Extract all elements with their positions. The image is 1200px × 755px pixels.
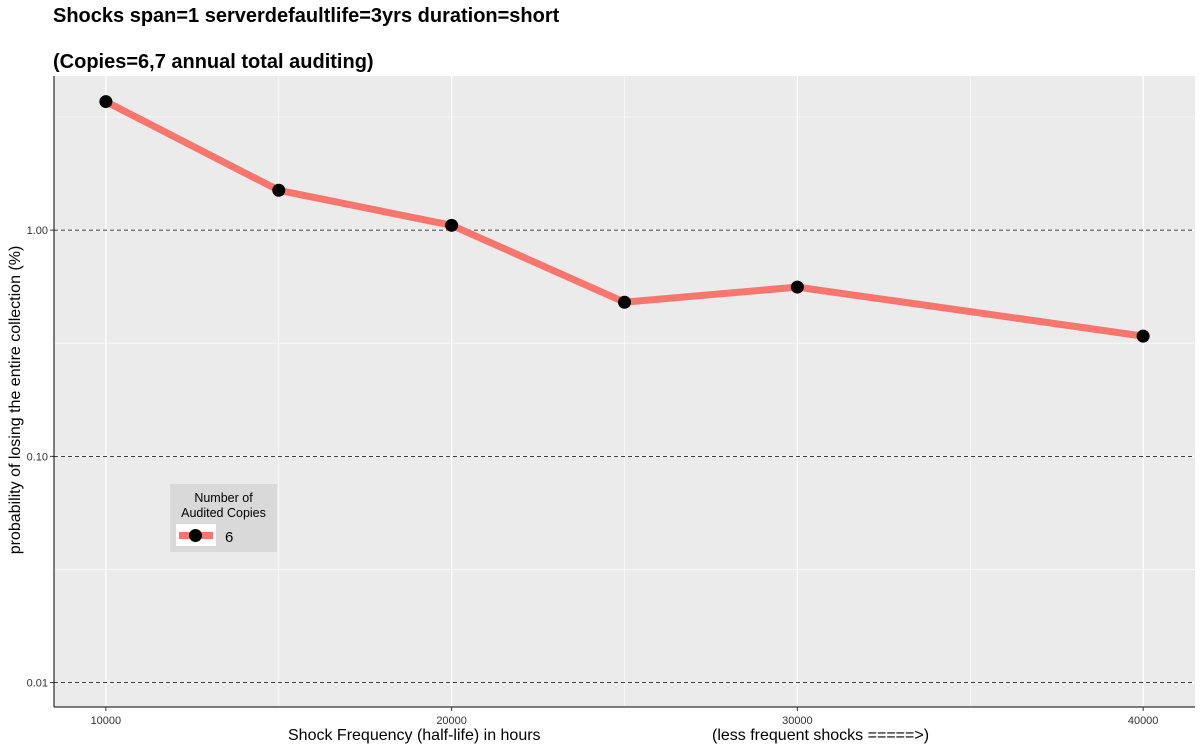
grid-minor <box>54 76 1195 707</box>
y-tick-label: 0.10 <box>27 451 48 463</box>
x-tick-label: 40000 <box>1128 715 1159 727</box>
data-point <box>99 95 113 109</box>
legend: Number of Audited Copies 6 <box>170 484 277 552</box>
x-tick-label: 10000 <box>91 715 122 727</box>
y-axis-label: probability of losing the entire collect… <box>7 245 24 555</box>
data-point <box>445 218 459 232</box>
legend-key <box>176 524 216 546</box>
series-layer <box>99 95 1150 343</box>
data-point <box>1136 329 1150 343</box>
x-tick-label: 20000 <box>436 715 467 727</box>
legend-title-line2: Audited Copies <box>181 506 266 520</box>
data-point <box>618 295 631 309</box>
data-point <box>790 280 804 294</box>
x-tick-label: 30000 <box>782 715 813 727</box>
legend-label: 6 <box>225 529 234 546</box>
reference-lines <box>54 229 1195 683</box>
x-axis-label: Shock Frequency (half-life) in hours <box>288 727 541 744</box>
y-tick-label: 1.00 <box>27 225 48 237</box>
x-axis-note: (less frequent shocks =====>) <box>712 727 930 744</box>
legend-title-line1: Number of <box>194 491 253 505</box>
tick-labels: 10000 20000 30000 40000 0.01 0.10 1.00 <box>27 225 1159 727</box>
series-line <box>104 98 1144 340</box>
chart-subtitle: (Copies=6,7 annual total auditing) <box>53 51 374 73</box>
legend-title: Number of Audited Copies <box>170 491 277 521</box>
data-point <box>272 183 286 197</box>
y-tick-label: 0.01 <box>27 678 48 690</box>
axes <box>50 76 1195 711</box>
chart-title: Shocks span=1 serverdefaultlife=3yrs dur… <box>53 5 560 27</box>
legend-point-swatch <box>189 529 202 542</box>
